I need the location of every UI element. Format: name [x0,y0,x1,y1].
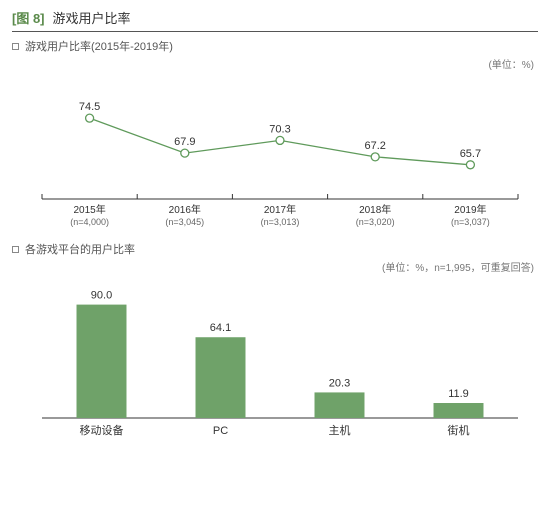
bar-chart-subtitle: 各游戏平台的用户比率 [25,241,135,257]
figure-title: 游戏用户比率 [53,8,131,27]
svg-text:(n=3,045): (n=3,045) [165,217,204,227]
square-bullet-icon [12,43,19,50]
svg-text:2017年: 2017年 [264,203,296,216]
bar-chart-unit: (单位：%，n=1,995，可重复回答) [12,259,534,274]
svg-text:64.1: 64.1 [210,322,231,334]
svg-text:11.9: 11.9 [448,388,469,400]
line-chart-subtitle: 游戏用户比率(2015年-2019年) [25,38,173,54]
bar-chart-svg: 90.0 移动设备 64.1 PC 20.3 主机 11.9 街机 [12,274,538,444]
line-chart-unit: (单位：%) [12,56,534,71]
svg-text:(n=3,013): (n=3,013) [261,217,300,227]
svg-text:67.9: 67.9 [174,136,195,148]
svg-text:74.5: 74.5 [79,101,100,113]
svg-text:2016年: 2016年 [169,203,201,216]
svg-text:2018年: 2018年 [359,203,391,216]
line-chart-subtitle-row: 游戏用户比率(2015年-2019年) [12,38,538,54]
svg-text:(n=3,037): (n=3,037) [451,217,490,227]
svg-text:移动设备: 移动设备 [80,423,124,437]
svg-text:70.3: 70.3 [269,123,290,135]
figure-number: [图 8] [12,8,45,27]
bar-chart-subtitle-row: 各游戏平台的用户比率 [12,241,538,257]
svg-text:主机: 主机 [329,423,351,437]
figure-header: [图 8] 游戏用户比率 [12,8,538,32]
svg-text:2019年: 2019年 [454,203,486,216]
svg-text:(n=4,000): (n=4,000) [70,217,109,227]
line-chart-svg: 74.5 2015年(n=4,000) 67.9 2016年(n=3,045) 70.3… [12,71,538,231]
bar-chart: 90.0 移动设备 64.1 PC 20.3 主机 11.9 街机 [12,274,538,444]
line-chart: 74.5 2015年(n=4,000) 67.9 2016年(n=3,045) 70.3… [12,71,538,231]
svg-text:(n=3,020): (n=3,020) [356,217,395,227]
svg-text:65.7: 65.7 [460,148,481,160]
svg-text:PC: PC [213,425,228,437]
svg-text:90.0: 90.0 [91,290,112,302]
figure-container: [图 8] 游戏用户比率 游戏用户比率(2015年-2019年) (单位：%) … [0,0,550,456]
svg-text:20.3: 20.3 [329,377,350,389]
square-bullet-icon [12,246,19,253]
svg-text:街机: 街机 [448,423,470,437]
svg-text:67.2: 67.2 [364,140,385,152]
svg-text:2015年: 2015年 [73,203,105,216]
